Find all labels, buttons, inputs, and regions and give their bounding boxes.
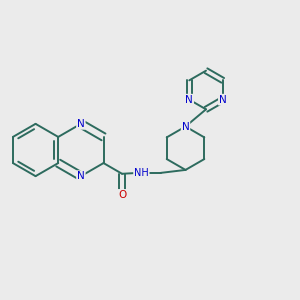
Text: N: N xyxy=(77,171,85,181)
Text: NH: NH xyxy=(134,168,149,178)
Text: N: N xyxy=(182,122,189,131)
Text: N: N xyxy=(185,95,193,105)
Text: N: N xyxy=(219,95,226,105)
Text: N: N xyxy=(77,119,85,129)
Text: O: O xyxy=(118,190,126,200)
